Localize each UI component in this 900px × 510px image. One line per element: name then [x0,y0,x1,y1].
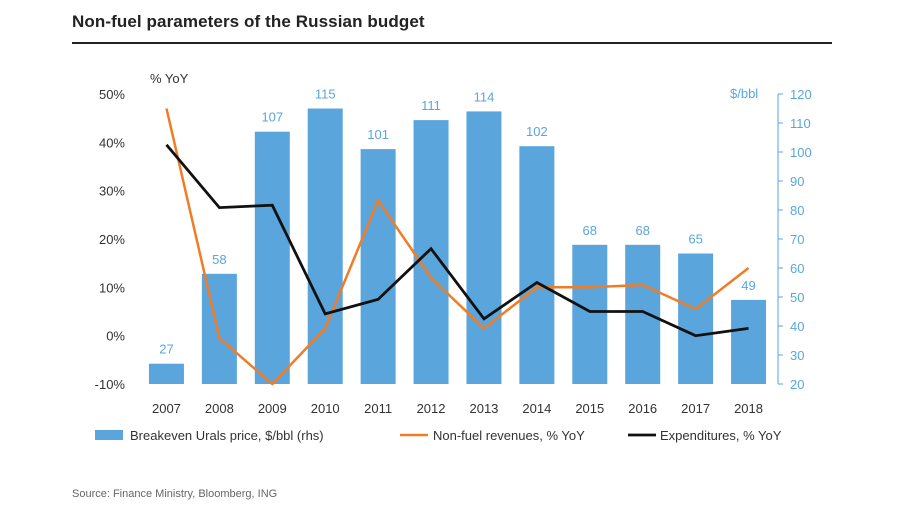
right-tick-label: 50 [790,290,804,305]
title-divider [72,42,832,44]
bar-label-2008: 58 [212,252,226,267]
left-tick-label: 40% [99,135,125,150]
x-tick-label: 2013 [469,401,498,416]
bar-label-2011: 101 [367,127,389,142]
bar-label-2013: 114 [474,89,495,104]
x-tick-label: 2016 [628,401,657,416]
bar-2013 [466,111,502,385]
bar-label-2012: 111 [421,98,441,113]
right-tick-label: 30 [790,348,804,363]
legend: Breakeven Urals price, $/bbl (rhs) Non-fu… [95,428,782,443]
left-tick-label: 20% [99,232,125,247]
x-tick-label: 2010 [311,401,340,416]
bar-label-2016: 68 [635,223,649,238]
chart-title: Non-fuel parameters of the Russian budge… [72,12,425,31]
x-tick-label: 2012 [417,401,446,416]
bar-label-2014: 102 [526,124,548,139]
right-tick-label: 90 [790,174,804,189]
right-axis-unit: $/bbl [730,86,758,101]
x-tick-label: 2007 [152,401,181,416]
bar-2012 [413,120,449,384]
right-tick-label: 80 [790,203,804,218]
left-tick-label: 30% [99,184,125,199]
bar-2018 [731,299,767,384]
x-tick-label: 2011 [364,401,392,416]
right-tick-label: 70 [790,232,804,247]
right-tick-label: 20 [790,377,804,392]
right-tick-label: 60 [790,261,804,276]
line-series-2 [165,143,749,338]
legend-label-bars: Breakeven Urals price, $/bbl (rhs) [130,428,324,443]
left-tick-label: 50% [99,87,125,102]
right-tick-label: 100 [790,145,812,160]
left-tick-label: -10% [95,377,126,392]
chart: 27 58 107 115 101 111 114 102 68 68 65 49 -10% 0% 10%… [72,62,832,462]
bar-2014 [519,146,555,384]
bar-label-2010: 115 [315,87,336,102]
x-tick-label: 2017 [681,401,710,416]
x-tick-label: 2009 [258,401,287,416]
line-series-1 [165,108,750,386]
bar-label-2015: 68 [583,223,597,238]
left-tick-label: 0% [106,329,125,344]
bar-2011 [360,149,396,384]
x-axis: 2007 2008 2009 2010 2011 2012 2013 2014 2015 2016… [152,401,763,416]
right-tick-label: 110 [790,116,811,131]
bars: 27 58 107 115 101 111 114 102 68 68 65 49 [148,87,767,385]
left-axis-unit: % YoY [150,71,189,86]
bar-2017 [678,253,714,384]
chart-background [72,62,832,462]
x-tick-label: 2008 [205,401,234,416]
right-tick-label: 40 [790,319,804,334]
bar-label-2007: 27 [159,342,173,357]
legend-label-series-2: Expenditures, % YoY [660,428,782,443]
legend-swatch-bars [95,430,123,440]
lines [165,108,750,386]
bar-label-2009: 107 [261,110,283,125]
bar-2007 [148,363,184,384]
right-tick-label: 120 [790,87,812,102]
bar-2010 [307,108,343,384]
x-tick-label: 2018 [734,401,763,416]
left-tick-label: 10% [99,280,125,295]
bar-2009 [254,131,290,384]
bar-label-2018: 49 [741,278,755,293]
source-note: Source: Finance Ministry, Bloomberg, ING [72,488,278,500]
bar-label-2017: 65 [688,232,702,247]
x-tick-label: 2014 [522,401,551,416]
legend-label-series-1: Non-fuel revenues, % YoY [433,428,585,443]
bar-2016 [625,244,661,384]
bar-2015 [572,244,608,384]
right-axis: 20 30 40 50 60 70 80 90 100 110 120 [777,87,812,392]
left-axis: -10% 0% 10% 20% 30% 40% 50% [95,87,126,392]
x-tick-label: 2015 [575,401,604,416]
